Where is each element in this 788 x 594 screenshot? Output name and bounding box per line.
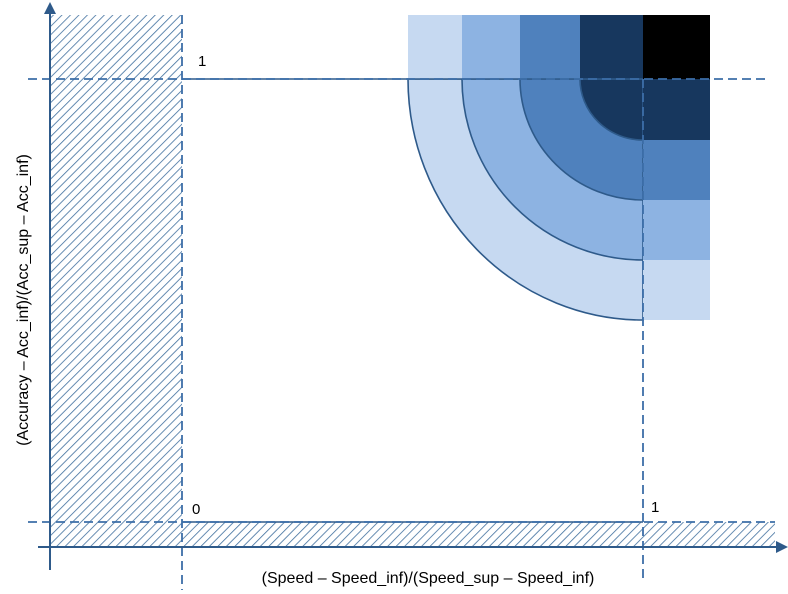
right-strip-band-4 — [643, 79, 710, 140]
bottom-hatched-zone — [50, 522, 775, 547]
x-axis-title: (Speed – Speed_inf)/(Speed_sup – Speed_i… — [262, 570, 595, 587]
left-hatched-zone — [50, 15, 182, 547]
corner-square — [643, 15, 710, 79]
band-4-arc — [579, 78, 644, 141]
top-strip-band-3 — [520, 15, 580, 79]
top-strip-band-2 — [462, 15, 520, 79]
top-strip-band-4 — [580, 15, 643, 79]
x-one-label: 1 — [651, 499, 659, 516]
y-axis-arrow-icon — [44, 2, 56, 14]
y-axis-title: (Accuracy – Acc_inf)/(Acc_sup – Acc_inf) — [15, 154, 32, 446]
origin-label: 0 — [192, 501, 200, 518]
x-axis-arrow-icon — [776, 541, 788, 553]
top-strip-band-1 — [408, 15, 462, 79]
y-one-label: 1 — [198, 53, 206, 70]
right-strip-band-1 — [643, 260, 710, 320]
right-strip-band-2 — [643, 200, 710, 260]
right-strip-band-3 — [643, 140, 710, 200]
